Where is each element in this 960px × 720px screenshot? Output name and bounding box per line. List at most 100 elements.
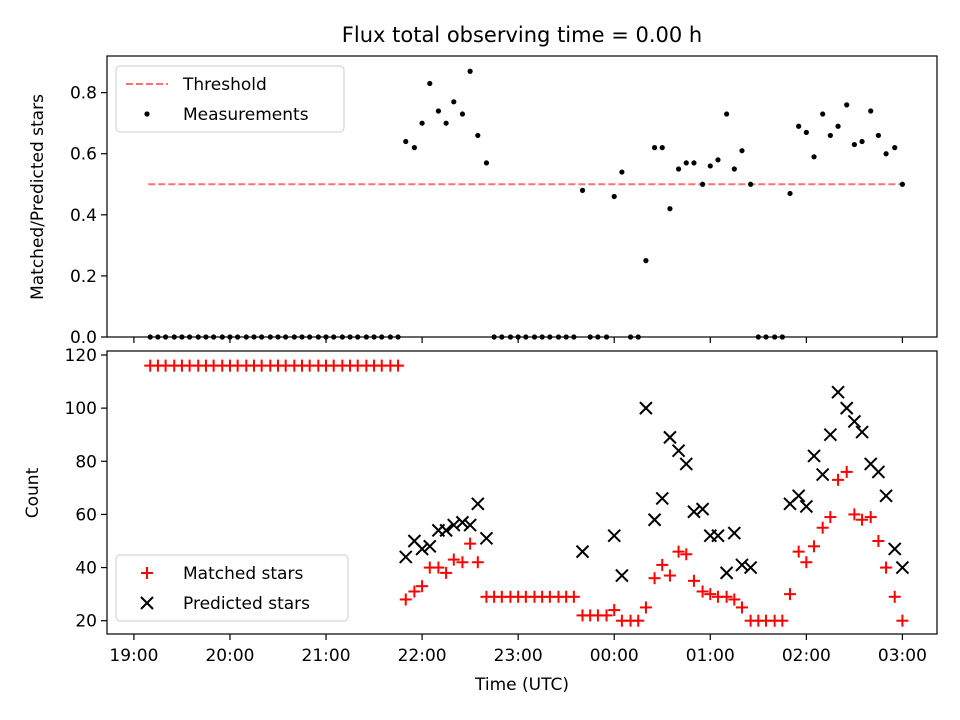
matched-star-point	[663, 569, 676, 582]
count-legend: Matched stars Predicted stars	[115, 554, 349, 622]
xtick-label-5: 00:00	[590, 646, 639, 666]
matched-star-point	[440, 566, 453, 579]
ratio-ytick-label-3: 0.6	[70, 145, 97, 165]
measurement-point	[459, 111, 466, 117]
measurements-series	[147, 68, 906, 340]
measurement-point	[435, 108, 442, 114]
ratio-ytick-label-1: 0.2	[70, 267, 97, 287]
ratio-ytick-label-4: 0.8	[70, 84, 97, 104]
predicted-star-point	[639, 401, 653, 415]
counts-ytick-label-2: 60	[75, 505, 97, 525]
matched-star-point	[408, 585, 421, 598]
predicted-star-point	[895, 560, 910, 575]
measurement-point	[659, 145, 665, 151]
predicted-star-point	[807, 449, 821, 463]
predicted-star-point	[823, 427, 838, 442]
xtick-label-3: 22:00	[398, 646, 447, 666]
ratio-panel: 0.00.20.40.60.8 Matched/Predicted stars …	[28, 55, 938, 348]
ratio-ytick-label-2: 0.4	[70, 206, 97, 226]
measurement-point	[731, 166, 737, 172]
matched-star-point	[720, 590, 733, 603]
predicted-star-point	[871, 465, 886, 479]
matched-star-point	[896, 614, 909, 627]
count-legend-box	[115, 554, 349, 622]
xtick-label-6: 01:00	[686, 646, 735, 666]
predicted-star-point	[575, 544, 590, 559]
measurement-point	[875, 132, 882, 139]
measurement-point	[443, 120, 449, 126]
measurement-point	[892, 145, 898, 151]
xtick-label-1: 20:00	[205, 646, 254, 666]
predicted-star-point	[463, 518, 477, 532]
predicted-star-point	[663, 430, 677, 445]
matched-star-point	[776, 614, 789, 627]
measurement-point	[683, 160, 689, 166]
measurements-legend-label: Measurements	[183, 105, 309, 125]
ratio-panel-frame	[106, 55, 938, 338]
matched-star-point	[728, 593, 741, 606]
predicted-stars-series	[399, 385, 910, 583]
measurement-point	[715, 157, 721, 163]
xtick-label-7: 02:00	[782, 646, 831, 666]
matched-star-point	[824, 511, 837, 524]
count-panel-frame	[106, 350, 938, 635]
predicted-star-point	[479, 531, 494, 546]
ratio-plot-area	[147, 68, 906, 340]
predicted-star-point	[815, 467, 830, 482]
measurement-point	[427, 80, 433, 87]
matched-star-point	[735, 601, 748, 614]
measurement-point	[419, 120, 425, 126]
matched-star-point	[632, 614, 645, 627]
ratio-y-axis-label: Matched/Predicted stars	[28, 94, 48, 300]
measurement-point	[748, 181, 754, 187]
measurement-point	[411, 145, 418, 151]
measurement-point	[739, 148, 745, 154]
predicted-star-point	[687, 505, 701, 519]
measurement-point	[475, 132, 481, 139]
measurement-point	[844, 102, 850, 108]
xtick-label-0: 19:00	[109, 646, 158, 666]
xtick-label-4: 23:00	[494, 646, 543, 666]
matched-star-point	[567, 590, 580, 603]
matched-star-point	[639, 601, 652, 614]
measurement-point	[451, 99, 457, 105]
ratio-x-axis	[133, 337, 904, 343]
xtick-label-2: 21:00	[302, 646, 351, 666]
matched-legend-label: Matched stars	[183, 564, 303, 584]
count-y-axis-label: Count	[23, 467, 43, 518]
matched-star-point	[656, 558, 669, 571]
measurement-point	[403, 138, 409, 145]
predicted-star-point	[799, 499, 814, 514]
measurement-point	[796, 123, 802, 129]
matched-star-point	[447, 553, 460, 566]
ratio-legend-box	[115, 65, 345, 133]
predicted-star-point	[615, 568, 629, 583]
matched-star-point	[608, 604, 621, 617]
matched-star-point	[888, 590, 901, 603]
predicted-star-point	[679, 457, 693, 471]
measurement-point	[467, 68, 473, 74]
predicted-star-point	[647, 513, 662, 527]
matched-star-point	[880, 561, 893, 574]
measurement-point	[667, 206, 673, 212]
predicted-star-point	[607, 528, 621, 543]
predicted-star-point	[727, 526, 742, 540]
matched-star-point	[840, 465, 853, 478]
measurement-point	[883, 151, 889, 157]
matched-star-point	[848, 508, 861, 521]
predicted-star-point	[735, 558, 749, 572]
measurement-point	[868, 108, 874, 114]
predicted-star-point	[455, 515, 470, 530]
predicted-star-point	[439, 523, 453, 538]
measurement-point	[579, 187, 586, 193]
matched-legend-swatch	[141, 567, 153, 579]
predicted-star-point	[655, 491, 669, 506]
matched-star-point	[800, 556, 813, 569]
predicted-star-point	[695, 502, 710, 516]
measurement-point	[835, 123, 841, 129]
measurement-point	[811, 154, 817, 160]
predicted-star-point	[399, 550, 413, 564]
measurement-point	[724, 111, 730, 117]
matched-star-point	[808, 540, 821, 553]
